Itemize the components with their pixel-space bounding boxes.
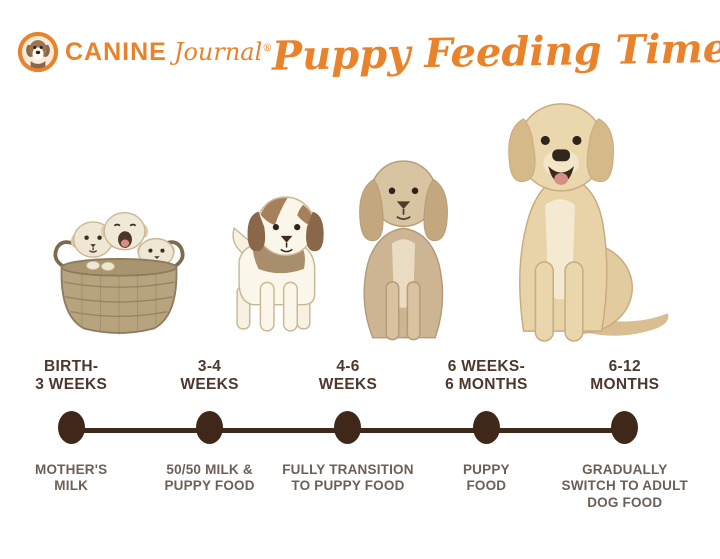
timeline-dot-stage-4 bbox=[472, 411, 500, 444]
header: CANINE Journal® Puppy Feeding Timeline bbox=[16, 16, 720, 88]
food-label-stage-3: FULLY TRANSITION TO PUPPY FOOD bbox=[282, 462, 414, 494]
age-label-stage-5: 6-12 MONTHS bbox=[590, 358, 660, 394]
timeline: BIRTH- 3 WEEKS 3-4 WEEKS 4-6 WEEKS 6 WEE… bbox=[2, 0, 694, 559]
canine-journal-logo-icon bbox=[16, 30, 60, 74]
timeline-dot-stage-2 bbox=[196, 411, 224, 444]
age-label-stage-2: 3-4 WEEKS bbox=[180, 358, 239, 394]
food-label-stage-4: PUPPY FOOD bbox=[462, 462, 510, 494]
timeline-dot-stage-3 bbox=[334, 411, 362, 444]
food-labels-row: MOTHER'S MILK 50/50 MILK & PUPPY FOOD FU… bbox=[2, 462, 694, 511]
brand-name-script: Journal® bbox=[174, 38, 272, 66]
food-label-stage-1: MOTHER'S MILK bbox=[35, 462, 108, 494]
timeline-axis bbox=[2, 411, 694, 448]
beagle-puppy-standing-illustration bbox=[210, 184, 336, 342]
age-label-stage-3: 4-6 WEEKS bbox=[318, 358, 378, 394]
food-label-stage-2: 50/50 MILK & PUPPY FOOD bbox=[164, 462, 255, 494]
brand-logo: CANINE Journal® bbox=[16, 30, 272, 74]
brand-journal-text: Journal bbox=[173, 38, 263, 66]
timeline-dot-stage-1 bbox=[57, 411, 85, 444]
timeline-dot-stage-5 bbox=[611, 411, 639, 444]
age-labels-row: BIRTH- 3 WEEKS 3-4 WEEKS 4-6 WEEKS 6 WEE… bbox=[2, 358, 694, 395]
labrador-puppy-sitting-illustration bbox=[462, 94, 680, 346]
age-label-stage-1: BIRTH- 3 WEEKS bbox=[35, 358, 108, 394]
newborn-puppies-in-basket-illustration bbox=[44, 197, 194, 345]
registered-trademark: ® bbox=[262, 43, 273, 54]
brand-name: CANINE bbox=[65, 37, 167, 66]
age-label-stage-4: 6 WEEKS- 6 MONTHS bbox=[445, 358, 528, 394]
food-label-stage-5: GRADUALLY SWITCH TO ADULT DOG FOOD bbox=[561, 462, 688, 510]
spaniel-puppy-sitting-illustration bbox=[344, 146, 464, 346]
